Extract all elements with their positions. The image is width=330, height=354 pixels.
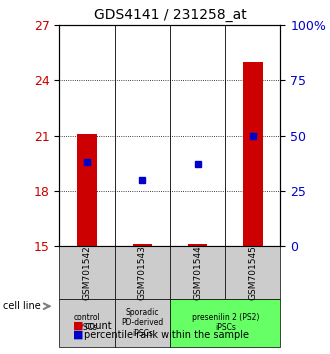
Bar [188, 244, 207, 246]
Text: ■: ■ [73, 321, 83, 331]
Title: GDS4141 / 231258_at: GDS4141 / 231258_at [94, 8, 246, 22]
FancyBboxPatch shape [59, 246, 115, 298]
Bar [243, 62, 263, 246]
Text: ■: ■ [73, 330, 83, 339]
Text: presenilin 2 (PS2)
iPSCs: presenilin 2 (PS2) iPSCs [191, 313, 259, 332]
Text: GSM701544: GSM701544 [193, 245, 202, 300]
Text: GSM701545: GSM701545 [248, 245, 257, 300]
Text: percentile rank within the sample: percentile rank within the sample [84, 330, 249, 339]
Text: Sporadic
PD-derived
iPSCs: Sporadic PD-derived iPSCs [121, 308, 163, 338]
FancyBboxPatch shape [225, 246, 280, 298]
FancyBboxPatch shape [170, 246, 225, 298]
Text: GSM701542: GSM701542 [82, 245, 91, 300]
Bar [133, 244, 152, 246]
FancyBboxPatch shape [59, 298, 115, 347]
Bar [77, 134, 97, 246]
FancyBboxPatch shape [115, 246, 170, 298]
Text: cell line: cell line [3, 301, 41, 311]
FancyBboxPatch shape [170, 298, 280, 347]
Text: GSM701543: GSM701543 [138, 245, 147, 300]
Text: count: count [84, 321, 112, 331]
Text: control
IPSCs: control IPSCs [74, 313, 100, 332]
FancyBboxPatch shape [115, 298, 170, 347]
